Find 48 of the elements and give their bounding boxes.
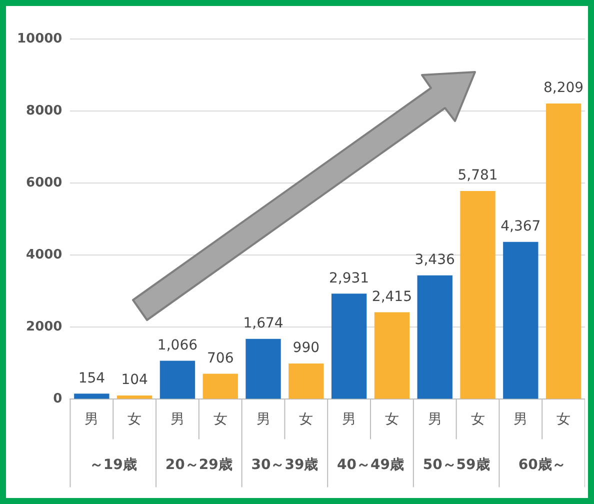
x-tick-label: 女 (556, 410, 571, 426)
bar (374, 312, 410, 399)
bar (331, 294, 367, 399)
text: ～19歳 (89, 456, 137, 473)
bar (202, 374, 238, 399)
x-tick-label: 男 (84, 410, 99, 426)
x-tick-label: 男 (428, 410, 442, 426)
bar (460, 190, 496, 399)
data-label: 104 (121, 372, 148, 388)
data-label: 3,436 (414, 252, 455, 268)
data-label: 990 (292, 340, 320, 356)
y-tick-label: 10000 (16, 31, 62, 46)
x-tick-label: 女 (128, 410, 142, 426)
x-tick-label: 女 (299, 410, 314, 426)
bar (246, 338, 281, 399)
text: 40～49歳 (337, 456, 404, 473)
bar (160, 360, 196, 399)
x-tick-label: 女 (384, 410, 399, 426)
data-label: 1,066 (157, 337, 198, 354)
y-tick-label: 4000 (26, 247, 62, 262)
data-label: 5,781 (458, 168, 498, 184)
x-tick-label: 女 (213, 410, 228, 426)
bar (74, 394, 110, 399)
data-label: 4,367 (500, 218, 541, 235)
data-label: 2,415 (372, 288, 412, 305)
x-tick-label: 女 (470, 410, 485, 426)
y-tick-label: 2000 (26, 320, 62, 335)
bar (288, 364, 324, 399)
data-label: 2,931 (329, 270, 370, 286)
text: 50～59歳 (422, 456, 490, 473)
data-label: 8,209 (544, 80, 584, 96)
data-label: 1,674 (243, 316, 284, 332)
bar (116, 395, 152, 399)
y-tick-label: 8000 (26, 103, 62, 118)
x-tick-label: 男 (170, 410, 184, 426)
bar (503, 242, 538, 399)
y-tick-label: 6000 (26, 175, 62, 190)
text: 30～39歳 (251, 456, 318, 473)
y-tick-label: 0 (53, 392, 62, 407)
text: 60歳～ (518, 456, 566, 473)
x-tick-label: 男 (342, 410, 356, 426)
x-tick-label: 男 (256, 410, 270, 426)
data-label: 154 (78, 370, 106, 386)
bar (417, 275, 452, 399)
text: 20～29歳 (165, 456, 232, 473)
x-tick-label: 男 (514, 410, 528, 426)
data-label: 706 (207, 350, 234, 366)
bar (546, 104, 582, 399)
